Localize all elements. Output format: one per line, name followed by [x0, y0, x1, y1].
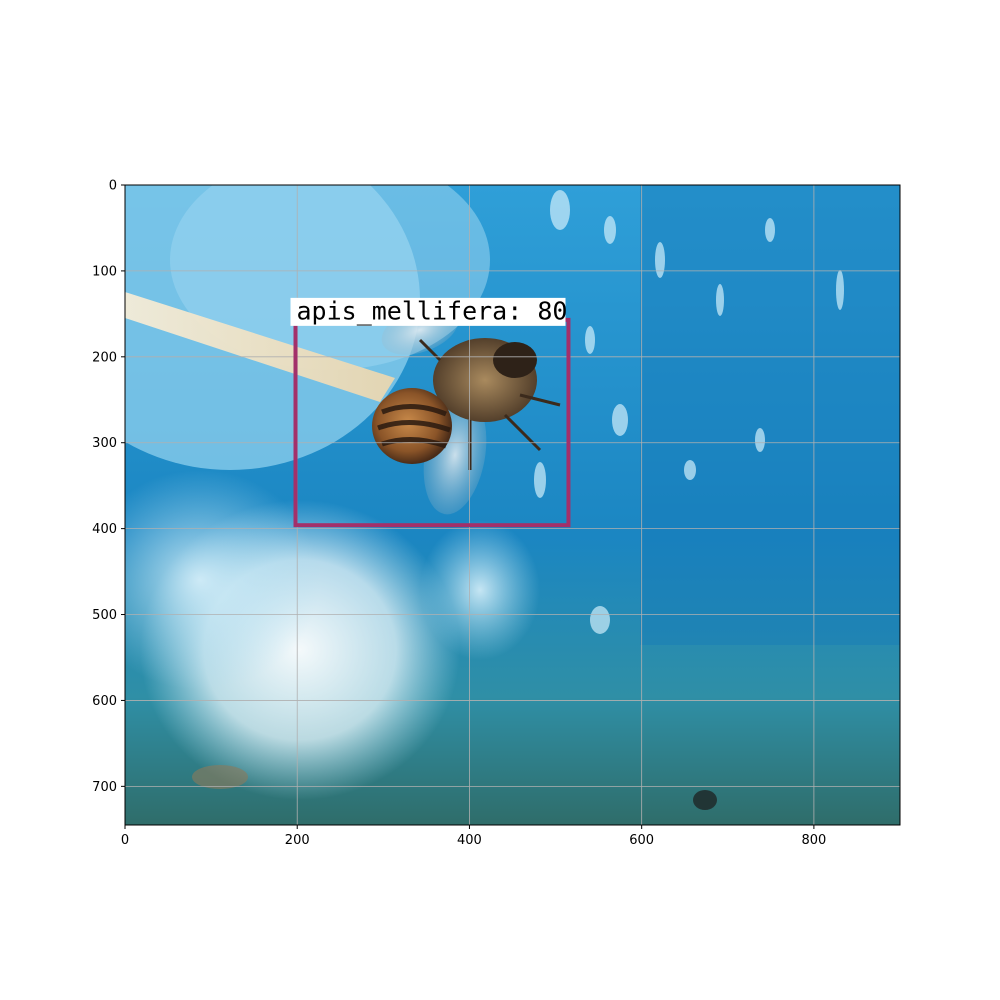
y-axis-ticks: 0 100 200 300 400 500 600 700 — [92, 179, 125, 795]
detection-label: apis_mellifera: 80 — [297, 296, 568, 325]
y-tick-label: 200 — [92, 350, 117, 365]
label-background — [290, 297, 566, 326]
x-tick-label: 400 — [457, 833, 482, 848]
y-tick-label: 300 — [92, 436, 117, 451]
y-tick-label: 100 — [92, 264, 117, 279]
y-tick-label: 700 — [92, 780, 117, 795]
y-tick-label: 400 — [92, 522, 117, 537]
x-tick-label: 200 — [285, 833, 310, 848]
detections-layer: apis_mellifera: 80 — [290, 296, 571, 528]
bee-photo — [125, 185, 900, 825]
x-tick-label: 800 — [801, 833, 826, 848]
x-axis-ticks: 0 200 400 600 800 — [121, 825, 826, 848]
x-tick-label: 0 — [121, 833, 129, 848]
axes-frame — [124, 184, 901, 826]
y-tick-label: 0 — [109, 179, 117, 194]
grid-lines — [125, 185, 900, 825]
y-tick-label: 600 — [92, 694, 117, 709]
x-tick-label: 600 — [629, 833, 654, 848]
y-tick-label: 500 — [92, 608, 117, 623]
